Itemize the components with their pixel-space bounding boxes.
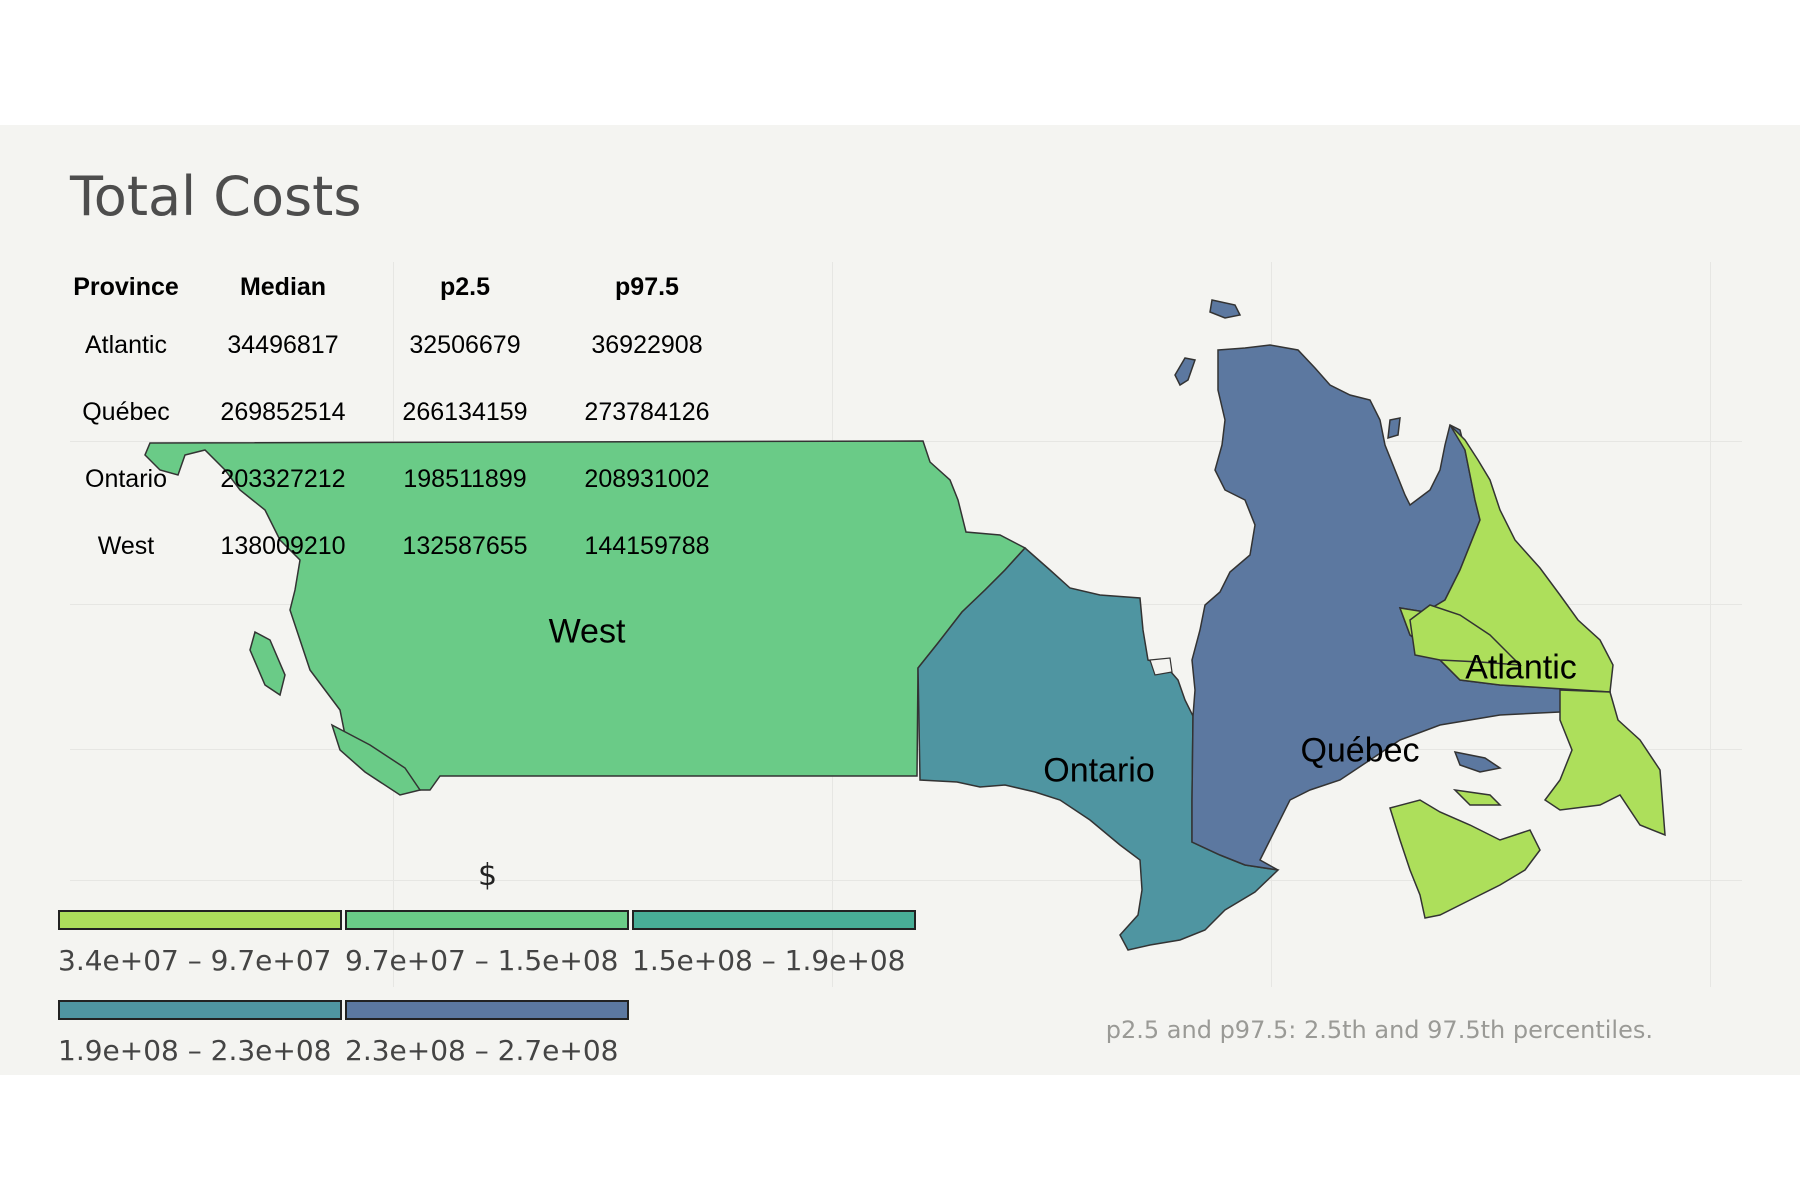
region-label-quebec: Québec bbox=[1300, 731, 1420, 770]
region-atlantic bbox=[1409, 604, 1522, 666]
lake-shape bbox=[1149, 657, 1173, 676]
legend-label: 1.5e+08 – 1.9e+08 bbox=[632, 944, 906, 977]
header-province: Province bbox=[73, 272, 179, 301]
cell-median: 203327212 bbox=[220, 465, 346, 493]
grid-line bbox=[1710, 262, 1711, 987]
cell-p2.5: 198511899 bbox=[403, 465, 527, 493]
legend-title: $ bbox=[478, 858, 498, 893]
header-median: Median bbox=[239, 272, 327, 301]
stats-table: Province Median p2.5 p97.5 Atlantic 3449… bbox=[60, 262, 738, 580]
cell-p2.5: 32506679 bbox=[409, 331, 521, 359]
region-label-ontario: Ontario bbox=[1043, 751, 1155, 790]
legend-key bbox=[345, 910, 629, 930]
region-west bbox=[330, 723, 422, 796]
cell-province: West bbox=[97, 532, 155, 560]
region-atlantic bbox=[1543, 689, 1666, 837]
region-west bbox=[249, 630, 286, 697]
page-title: Total Costs bbox=[70, 165, 362, 228]
legend-label: 2.3e+08 – 2.7e+08 bbox=[345, 1034, 619, 1067]
table-row: West 138009210 132587655 144159788 bbox=[60, 513, 738, 580]
grid-line bbox=[70, 880, 1742, 881]
cell-p2.5: 266134159 bbox=[402, 398, 528, 426]
cell-province: Atlantic bbox=[85, 331, 167, 359]
table-header-row: Province Median p2.5 p97.5 bbox=[60, 262, 738, 312]
cell-p97.5: 208931002 bbox=[584, 465, 710, 493]
legend-label: 3.4e+07 – 9.7e+07 bbox=[58, 944, 332, 977]
legend-key bbox=[345, 1000, 629, 1020]
cell-province: Ontario bbox=[85, 465, 167, 493]
legend-label: 1.9e+08 – 2.3e+08 bbox=[58, 1034, 332, 1067]
legend-key bbox=[58, 1000, 342, 1020]
cell-median: 34496817 bbox=[227, 331, 339, 359]
lake-shape bbox=[1453, 750, 1502, 773]
caption: p2.5 and p97.5: 2.5th and 97.5th percent… bbox=[1105, 1016, 1653, 1044]
region-atlantic bbox=[1389, 799, 1541, 919]
cell-province: Québec bbox=[82, 398, 170, 426]
cell-median: 138009210 bbox=[220, 532, 346, 560]
legend-key bbox=[58, 910, 342, 930]
island-shape bbox=[1209, 299, 1242, 319]
cell-p2.5: 132587655 bbox=[402, 532, 528, 560]
table-row: Ontario 203327212 198511899 208931002 bbox=[60, 446, 738, 513]
island-shape bbox=[1387, 417, 1401, 440]
cell-p97.5: 144159788 bbox=[584, 532, 710, 560]
header-p97.5: p97.5 bbox=[615, 272, 679, 301]
region-label-atlantic: Atlantic bbox=[1465, 648, 1577, 687]
region-atlantic bbox=[1452, 788, 1502, 806]
legend-label: 9.7e+07 – 1.5e+08 bbox=[345, 944, 619, 977]
cell-p97.5: 36922908 bbox=[591, 331, 703, 359]
cell-median: 269852514 bbox=[220, 398, 346, 426]
cell-p97.5: 273784126 bbox=[584, 398, 710, 426]
header-p2.5: p2.5 bbox=[439, 272, 491, 301]
table-row: Québec 269852514 266134159 273784126 bbox=[60, 379, 738, 446]
table-row: Atlantic 34496817 32506679 36922908 bbox=[60, 312, 738, 379]
legend-key bbox=[632, 910, 916, 930]
region-label-west: West bbox=[548, 612, 626, 651]
island-shape bbox=[1174, 357, 1196, 387]
